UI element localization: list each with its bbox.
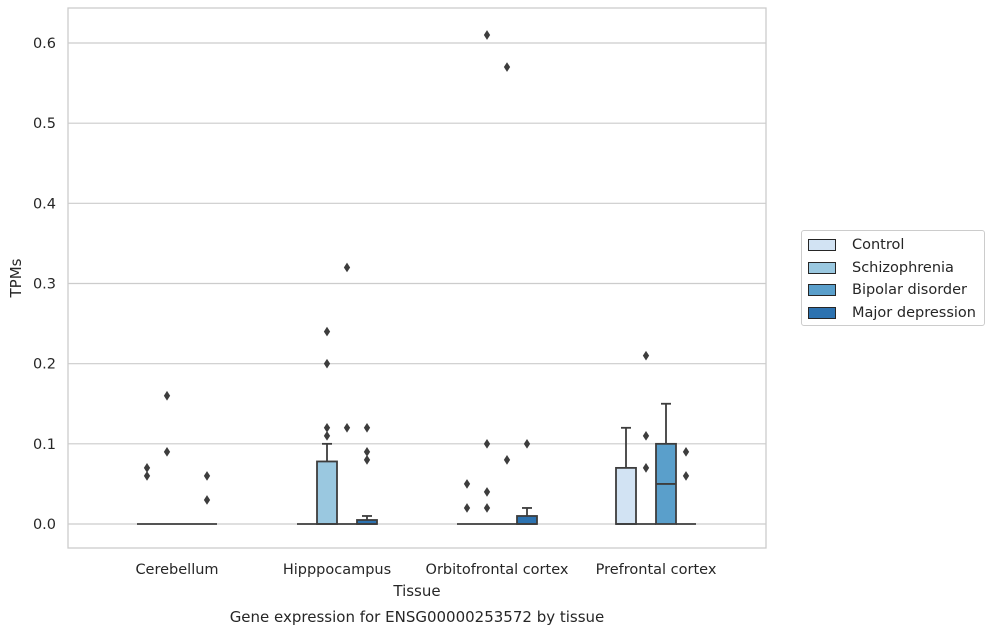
flier-point — [523, 439, 531, 449]
box — [516, 515, 538, 525]
flier-point — [323, 430, 331, 441]
box-bipolar-disorder — [655, 402, 677, 525]
flier-point — [483, 503, 491, 513]
flier-point — [503, 455, 511, 465]
legend-swatch — [808, 261, 836, 274]
x-tick-label: Hipppocampus — [283, 562, 391, 578]
flier-point — [642, 463, 650, 473]
y-tick-label: 0.4 — [33, 196, 56, 212]
flier-point — [163, 447, 171, 457]
chart-title: Gene expression for ENSG00000253572 by t… — [230, 608, 605, 626]
flier-point — [323, 422, 331, 433]
legend-item: Major depression — [808, 303, 976, 323]
flier-point — [463, 503, 471, 513]
y-tick-label: 0.6 — [33, 36, 56, 52]
x-tick-labels: Cerebellum Hipppocampus Orbitofrontal cort… — [135, 562, 716, 578]
box-major-depression — [516, 507, 538, 525]
flier-point — [503, 62, 511, 72]
flier-point — [323, 358, 331, 369]
flier-points — [143, 30, 690, 513]
y-tick-label: 0.5 — [33, 116, 56, 132]
box-series — [137, 402, 696, 525]
flier-point — [163, 390, 171, 401]
legend-swatch — [808, 239, 836, 251]
x-tick-label: Prefrontal cortex — [596, 562, 717, 578]
x-tick-label: Orbitofrontal cortex — [426, 562, 569, 578]
x-tick-label: Cerebellum — [135, 562, 218, 578]
legend-item: Schizophrenia — [808, 258, 954, 278]
y-tick-label: 0.3 — [33, 277, 56, 293]
flier-point — [143, 463, 151, 473]
flier-point — [323, 326, 331, 337]
flier-point — [203, 471, 211, 481]
legend-label: Major depression — [852, 304, 976, 321]
flier-point — [483, 30, 491, 40]
box — [316, 460, 338, 525]
flier-point — [682, 471, 690, 481]
y-tick-label: 0.0 — [33, 517, 56, 533]
plot-frame — [67, 7, 767, 549]
flier-point — [483, 487, 491, 497]
legend-item: Control — [808, 235, 904, 255]
x-axis-label: Tissue — [392, 582, 440, 600]
legend-swatch — [808, 284, 836, 296]
legend-item: Bipolar disorder — [808, 280, 967, 300]
box-control — [615, 426, 637, 525]
flier-point — [203, 495, 211, 505]
y-tick-labels: 0.0 0.1 0.2 0.3 0.4 0.5 0.6 — [33, 36, 56, 533]
legend-label: Control — [852, 237, 905, 253]
legend-label: Schizophrenia — [852, 259, 954, 276]
y-axis-label: TPMs — [7, 258, 25, 298]
box-major-depression — [356, 515, 378, 525]
flier-point — [143, 471, 151, 481]
flier-point — [343, 422, 351, 433]
y-tick-label: 0.1 — [33, 437, 56, 453]
flier-point — [642, 350, 650, 361]
flier-point — [343, 262, 351, 273]
flier-point — [463, 479, 471, 489]
flier-point — [363, 447, 371, 457]
plot-area — [68, 8, 766, 548]
box-schizophrenia — [316, 442, 338, 525]
legend: Control Schizophrenia Bipolar disorder Majo… — [801, 230, 985, 326]
flier-point — [642, 430, 650, 441]
y-tick-label: 0.2 — [33, 357, 56, 373]
flier-point — [682, 447, 690, 457]
flier-point — [363, 455, 371, 465]
legend-label: Bipolar disorder — [852, 282, 967, 298]
legend-swatch — [808, 306, 836, 319]
flier-point — [483, 439, 491, 449]
flier-point — [363, 422, 371, 433]
box — [615, 466, 637, 525]
